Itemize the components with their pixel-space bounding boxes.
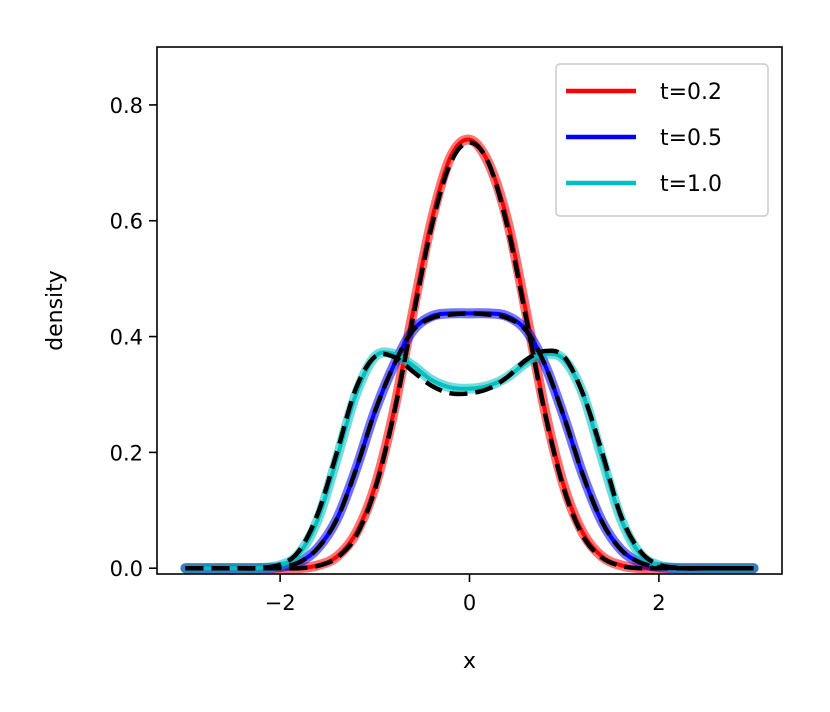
x-tick-label: 0 (463, 591, 476, 615)
legend-label-1: t=0.2 (660, 80, 722, 105)
y-tick-label: 0.2 (110, 441, 143, 465)
legend: t=0.2 t=0.5 t=1.0 (555, 63, 769, 217)
y-ticks: 0.0 0.2 0.4 0.6 0.8 (110, 94, 157, 581)
reference-line-2 (185, 311, 754, 571)
reference-line-1 (185, 140, 754, 571)
x-tick-label: 2 (652, 591, 665, 615)
reference-line-3 (185, 348, 754, 571)
x-ticks: −2 0 2 (265, 574, 666, 615)
y-axis-label: density (43, 270, 68, 351)
series-line-3 (185, 350, 754, 571)
reference-layer (185, 140, 754, 571)
legend-label-2: t=0.5 (660, 126, 722, 151)
x-axis-label: x (463, 649, 476, 674)
y-tick-label: 0.4 (110, 326, 143, 350)
legend-label-3: t=1.0 (660, 172, 722, 197)
y-tick-label: 0.0 (110, 557, 143, 581)
x-tick-label: −2 (265, 591, 296, 615)
legend-box (555, 63, 769, 217)
y-tick-label: 0.8 (110, 94, 143, 118)
y-tick-label: 0.6 (110, 210, 143, 234)
